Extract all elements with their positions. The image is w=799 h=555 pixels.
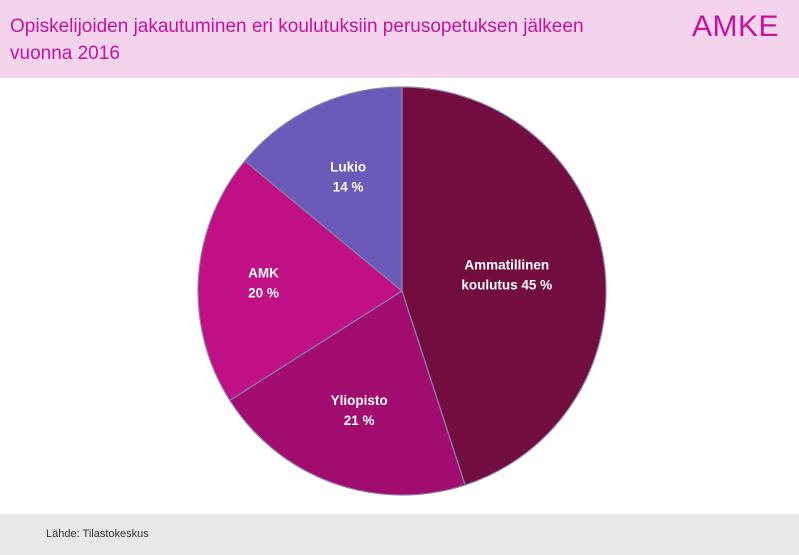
source-note: Lähde: Tilastokeskus <box>46 528 149 540</box>
slice-label-1: Yliopisto 21 % <box>331 393 388 428</box>
amke-logo: AMKE <box>691 10 779 43</box>
pie-slice-1 <box>228 290 466 496</box>
pie-labels: Ammatillinen koulutus 45 % Yliopisto 21 % AM… <box>248 160 552 428</box>
pie-slice-0 <box>401 86 607 486</box>
pie-slice-2 <box>197 160 404 402</box>
slice-label-0: Ammatillinen koulutus 45 % <box>461 257 552 292</box>
slice-label-3: Lukio 14 % <box>330 160 366 195</box>
footer-bar: Lähde: Tilastokeskus <box>0 514 799 555</box>
pie-slice-3 <box>243 86 403 293</box>
header-bar: Opiskelijoiden jakautuminen eri koulutuk… <box>0 0 799 78</box>
page-title: Opiskelijoiden jakautuminen eri koulutuk… <box>10 16 584 64</box>
slice-label-2: AMK 20 % <box>248 265 279 300</box>
pie-slices <box>197 86 607 496</box>
pie-chart: Ammatillinen koulutus 45 % Yliopisto 21 % AM… <box>197 86 607 496</box>
